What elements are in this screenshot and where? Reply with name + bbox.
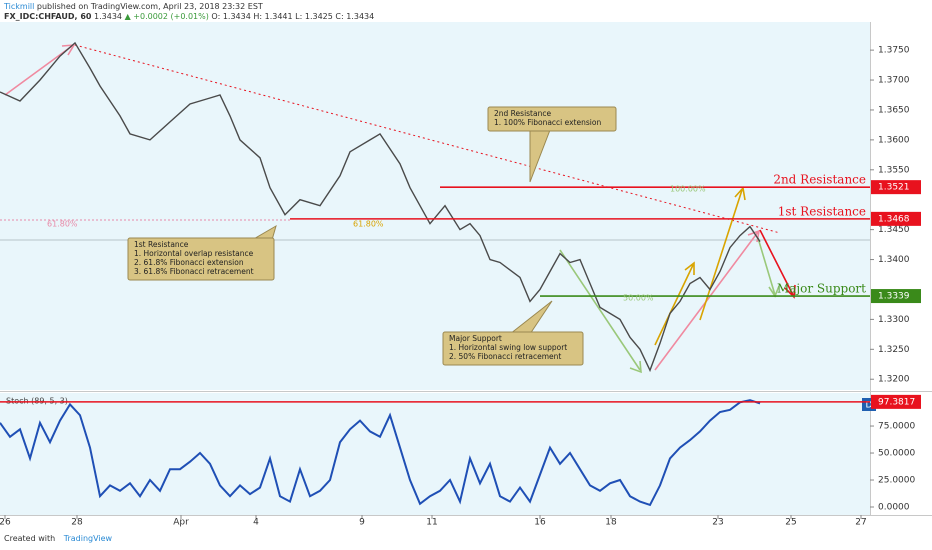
last: 1.3434 — [94, 12, 123, 21]
brand[interactable]: TradingView — [63, 534, 113, 543]
symbol: FX_IDC:CHFAUD, 60 — [4, 12, 92, 21]
x-tick-label: 9 — [359, 518, 365, 528]
y-tick-label: 1.3250 — [878, 345, 910, 355]
y-tick-label: 1.3550 — [878, 165, 910, 175]
fib-label: 61.80% — [47, 220, 78, 229]
callout-text: 1. Horizontal overlap resistance — [134, 249, 254, 258]
ohlc: C: 1.3434 — [335, 12, 375, 21]
arrow — [654, 261, 695, 346]
y-tick-label: 1.3750 — [878, 46, 910, 56]
level-value: 1.3468 — [878, 214, 910, 224]
y-tick-label: 75.0000 — [878, 422, 915, 432]
callout-text: 2. 50% Fibonacci retracement — [449, 352, 561, 361]
callout-box — [487, 106, 617, 132]
callout-box — [127, 237, 275, 281]
callout-pointer — [508, 300, 553, 335]
callout-pointer — [250, 224, 277, 241]
series-line — [0, 41, 761, 373]
stoch-value-box — [871, 394, 921, 409]
trend-line — [74, 44, 781, 234]
x-tick-label: Apr — [173, 518, 189, 528]
stoch-button-label: D — [866, 401, 873, 411]
ohlc: H: 1.3441 — [253, 12, 293, 21]
fib-label: 61.80% — [353, 220, 384, 229]
callout-text: 1st Resistance — [134, 240, 189, 249]
header-quote: FX_IDC:CHFAUD, 60 1.3434 ▲ +0.0002 (+0.0… — [4, 12, 374, 21]
y-tick-label: 50.0000 — [878, 449, 915, 459]
ohlc: O: 1.3434 — [211, 12, 251, 21]
published: published on TradingView.com, April 23, … — [36, 2, 263, 11]
y-tick-label: 25.0000 — [878, 476, 915, 486]
callout-text: 1. 100% Fibonacci extension — [494, 118, 601, 127]
callout-text: 3. 61.8% Fibonacci retracement — [134, 267, 254, 276]
arrow — [757, 237, 780, 298]
x-tick-label: 4 — [253, 518, 259, 528]
header-line: Tickmill published on TradingView.com, A… — [4, 2, 263, 11]
x-tick-label: 16 — [534, 518, 546, 528]
stoch-pane — [0, 393, 870, 515]
x-tick-label: 28 — [71, 518, 83, 528]
level-label: 1st Resistance — [778, 204, 866, 218]
series-line — [0, 399, 761, 507]
level-value-box — [871, 180, 921, 195]
callout-box — [442, 331, 584, 366]
x-tick-label: 26 — [0, 518, 11, 528]
level-label: Major Support — [777, 282, 866, 296]
x-tick-label: 25 — [785, 518, 796, 528]
y-tick-label: 1.3450 — [878, 225, 910, 235]
level-value-box — [871, 211, 921, 226]
publisher[interactable]: Tickmill — [4, 2, 35, 11]
level-value: 1.3521 — [878, 183, 910, 193]
level-value: 1.3339 — [878, 292, 910, 302]
change: ▲ +0.0002 (+0.01%) — [124, 12, 209, 21]
callout-text: 1. Horizontal swing low support — [449, 343, 567, 352]
x-tick-label: 11 — [426, 518, 437, 528]
y-tick-label: 1.3200 — [878, 375, 910, 385]
arrow — [4, 44, 76, 96]
callout-text: Major Support — [449, 334, 502, 343]
stoch-value: 97.3817 — [878, 397, 915, 407]
level-value-box — [871, 289, 921, 304]
x-tick-label: 27 — [855, 518, 866, 528]
level-label: 2nd Resistance — [773, 173, 866, 187]
price-pane — [0, 22, 870, 390]
arrow — [559, 249, 642, 374]
y-tick-label: 1.3700 — [878, 76, 910, 86]
callout-text: 2nd Resistance — [494, 109, 551, 118]
created: Created with — [4, 534, 56, 543]
arrow — [654, 229, 761, 371]
indicator-title: Stoch (89, 5, 3) — [6, 397, 68, 406]
arrows — [4, 44, 796, 374]
fib-label: 100.00% — [670, 185, 706, 194]
y-tick-label: 0.0000 — [878, 503, 910, 513]
y-tick-label: 1.3300 — [878, 315, 910, 325]
footer: Created with TradingView — [4, 534, 112, 543]
fib-label: 50.00% — [623, 294, 654, 303]
callout-text: 2. 61.8% Fibonacci extension — [134, 258, 244, 267]
y-tick-label: 1.3650 — [878, 105, 910, 115]
y-tick-label: 1.3600 — [878, 135, 910, 145]
x-tick-label: 18 — [605, 518, 617, 528]
ohlc: L: 1.3425 — [295, 12, 333, 21]
arrow — [699, 186, 746, 321]
stoch-button[interactable] — [862, 398, 876, 411]
y-tick-label: 1.3400 — [878, 255, 910, 265]
callout-pointer — [529, 129, 551, 183]
x-tick-label: 23 — [712, 518, 723, 528]
arrow — [759, 229, 796, 299]
